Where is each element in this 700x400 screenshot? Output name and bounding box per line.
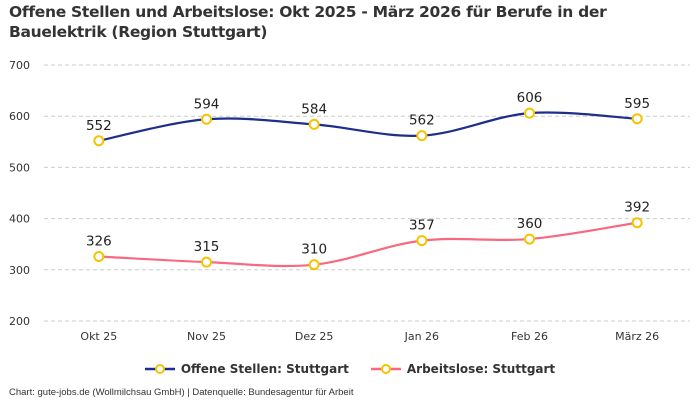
x-tick-label: Okt 25 [80,330,117,343]
legend-label: Arbeitslose: Stuttgart [406,362,556,376]
data-point [631,113,643,125]
data-label: 595 [624,96,650,112]
data-label: 552 [86,118,112,134]
y-tick-label: 400 [9,213,30,226]
data-label: 315 [194,239,220,255]
legend: Offene Stellen: Stuttgart Arbeitslose: St… [0,362,700,376]
y-tick-label: 300 [9,264,30,277]
data-label: 326 [86,233,112,249]
data-label: 357 [409,218,435,234]
data-point [93,135,105,147]
series-line [98,221,638,268]
x-tick-label: März 26 [615,330,659,343]
y-tick-label: 200 [9,315,30,328]
data-label: 392 [624,200,650,216]
series-line [98,111,638,142]
data-label: 562 [409,113,435,129]
legend-item[interactable]: Offene Stellen: Stuttgart [144,362,349,376]
data-point [201,256,212,268]
legend-marker-icon [370,364,401,374]
data-label: 584 [301,101,327,117]
data-point [524,233,535,245]
data-point [416,130,428,142]
x-tick-label: Jan 26 [404,330,439,343]
data-point [308,118,320,130]
y-tick-label: 500 [9,161,30,174]
data-label: 606 [517,90,543,106]
x-tick-label: Dez 25 [295,330,334,343]
data-point [416,235,428,247]
chart-title: Offene Stellen und Arbeitslose: Okt 2025… [9,3,607,41]
x-tick-label: Feb 26 [511,330,548,343]
data-label: 594 [194,96,220,112]
data-point [308,259,320,271]
data-point [631,217,643,229]
data-point [524,107,535,119]
data-point [201,113,212,125]
data-label: 360 [517,216,543,232]
data-point [93,250,105,262]
chart-credit: Chart: gute-jobs.de (Wollmilchsau GmbH) … [9,387,354,398]
legend-marker-icon [144,364,175,374]
x-tick-label: Nov 25 [187,330,226,343]
legend-item[interactable]: Arbeitslose: Stuttgart [370,362,556,376]
data-label: 310 [301,242,327,258]
legend-label: Offene Stellen: Stuttgart [180,362,349,376]
y-tick-label: 600 [9,110,30,123]
y-tick-label: 700 [9,59,30,72]
